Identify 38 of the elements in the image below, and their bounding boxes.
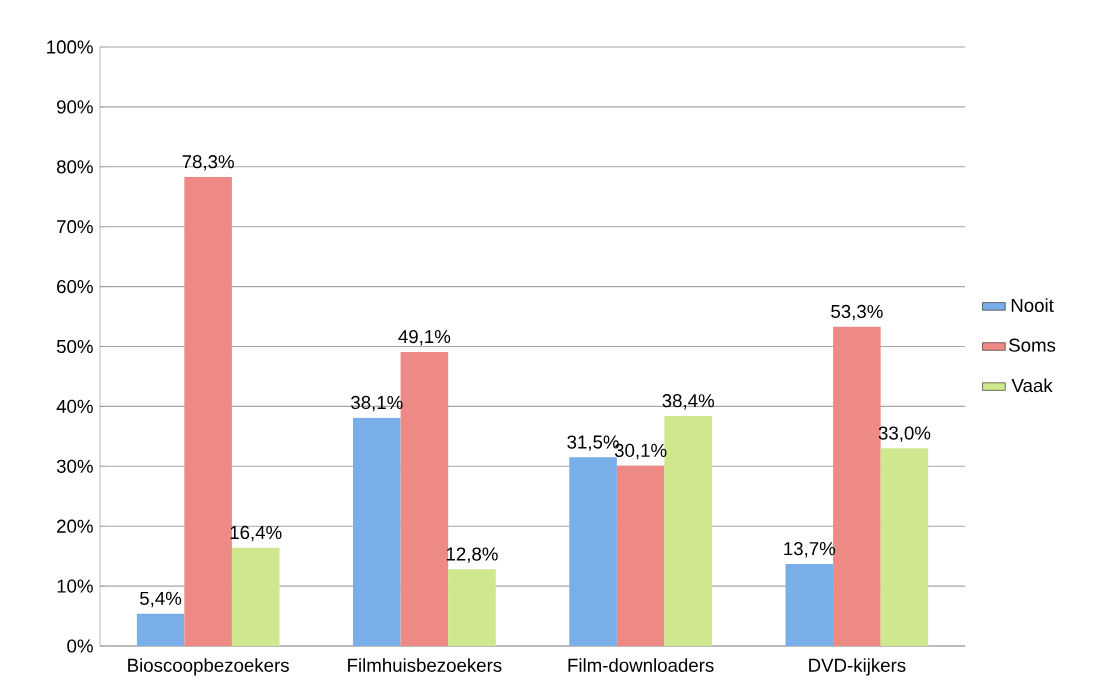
y-tick-label: 30% [56, 459, 93, 473]
legend-label: Nooit [1011, 298, 1054, 312]
legend-label: Vaak [1011, 378, 1053, 393]
data-label: 38,1% [351, 395, 403, 412]
x-tick-label: Bioscoopbezoekers [128, 658, 289, 676]
x-tick-label: DVD-kijkers [809, 658, 906, 676]
bar [880, 448, 929, 646]
data-label: 78,3% [182, 155, 234, 171]
y-tick-label: 90% [57, 100, 93, 114]
bar [785, 563, 834, 646]
y-tick-label: 60% [57, 279, 93, 294]
data-label: 49,1% [398, 329, 451, 346]
data-label: 53,3% [831, 304, 883, 321]
data-label: 33,0% [878, 426, 931, 442]
y-tick-label: 20% [57, 519, 93, 533]
data-label: 12,8% [446, 547, 498, 563]
y-tick-label: 100% [47, 40, 93, 54]
bar [616, 465, 665, 646]
bar [184, 176, 232, 646]
y-tick-label: 70% [57, 220, 93, 234]
bar [231, 547, 280, 646]
x-tick-label: Film-downloaders [568, 658, 714, 672]
bar [833, 326, 881, 646]
legend-label: Soms [1009, 338, 1056, 352]
bar [136, 613, 185, 646]
bar [448, 569, 496, 646]
data-label: 38,4% [662, 394, 714, 410]
bar [569, 457, 617, 646]
data-label: 13,7% [784, 542, 836, 558]
y-tick-label: 0% [67, 639, 93, 653]
data-label: 5,4% [140, 591, 182, 608]
bar [353, 417, 401, 646]
y-tick-label: 10% [57, 579, 93, 593]
y-tick-label: 80% [56, 160, 93, 174]
data-label: 16,4% [230, 525, 282, 542]
y-tick-label: 40% [56, 399, 93, 414]
x-tick-label: Filmhuisbezoekers [348, 658, 502, 672]
y-tick-label: 50% [56, 339, 93, 354]
